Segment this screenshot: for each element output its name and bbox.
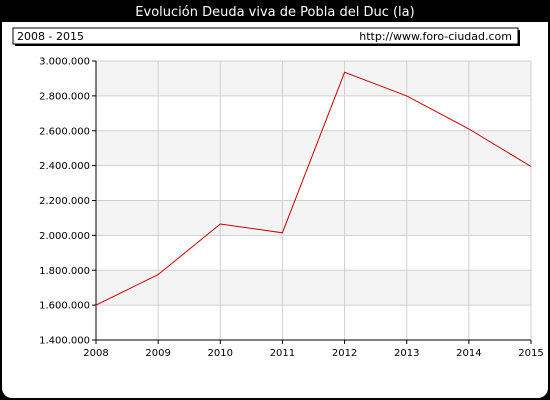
chart-title: Evolución Deuda viva de Pobla del Duc (l… (135, 5, 414, 20)
source-url[interactable]: http://www.foro-ciudad.com (359, 30, 512, 43)
plot-band (96, 165, 531, 201)
x-tick-label: 2011 (270, 348, 295, 359)
y-tick-label: 1.800.000 (39, 266, 90, 277)
plot-band (96, 95, 531, 131)
plot-band (96, 130, 531, 166)
plot-band (96, 61, 531, 96)
y-tick-label: 1.600.000 (39, 301, 90, 312)
y-tick-label: 2.400.000 (39, 161, 90, 172)
x-tick-label: 2014 (456, 348, 481, 359)
plot-axes (92, 60, 532, 344)
plot-band (96, 270, 531, 306)
y-tick-label: 2.800.000 (39, 91, 90, 102)
period-label: 2008 - 2015 (17, 30, 84, 43)
series-line (95, 71, 532, 306)
plot-series (95, 71, 532, 306)
plot-bands (96, 61, 531, 340)
y-tick-label: 2.000.000 (39, 231, 90, 242)
plot-band (96, 235, 531, 271)
y-tick-label: 2.600.000 (39, 126, 90, 137)
x-tick-label: 2009 (145, 348, 170, 359)
x-tick-label: 2015 (518, 348, 543, 359)
x-tick-label: 2008 (83, 348, 108, 359)
x-tick-label: 2010 (208, 348, 233, 359)
info-box-shadow-bottom (15, 44, 520, 46)
x-tick-label: 2013 (394, 348, 419, 359)
y-tick-label: 3.000.000 (39, 57, 90, 68)
x-tick-labels: 2008 2009 2010 2011 2012 2013 2014 2015 (83, 348, 543, 359)
x-tick-label: 2012 (332, 348, 357, 359)
y-tick-labels: 1.400.000 1.600.000 1.800.000 2.000.000 2.20… (39, 57, 90, 347)
plot-band (96, 305, 531, 340)
y-tick-label: 1.400.000 (39, 336, 90, 347)
y-tick-label: 2.200.000 (39, 196, 90, 207)
plot-band (96, 200, 531, 236)
info-box-shadow (518, 30, 520, 46)
